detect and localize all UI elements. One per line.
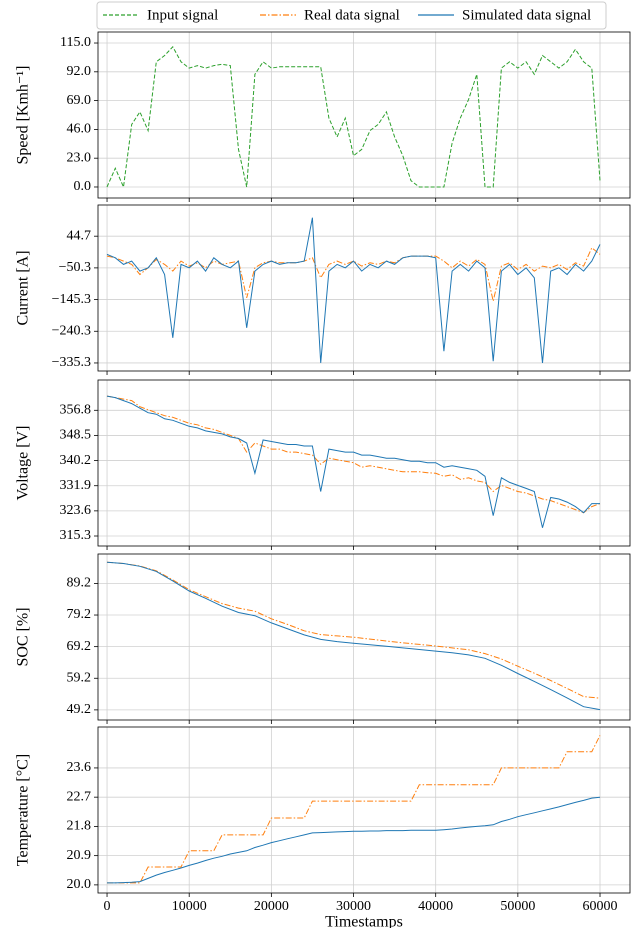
- y-tick-label: 23.6: [67, 760, 92, 775]
- x-tick-label: 30000: [336, 899, 371, 914]
- axes-frame: [97, 726, 631, 894]
- y-tick-label: 20.0: [67, 877, 92, 892]
- legend-label: Simulated data signal: [462, 7, 591, 23]
- y-tick-label: −50.3: [59, 260, 91, 275]
- y-axis-label: Current [A]: [15, 250, 32, 325]
- y-tick-label: 22.7: [67, 789, 92, 804]
- y-tick-label: 331.9: [60, 478, 92, 493]
- y-tick-label: 46.0: [67, 122, 92, 137]
- series-line: [107, 735, 601, 884]
- y-tick-label: 69.2: [67, 639, 92, 654]
- y-tick-label: −335.3: [52, 355, 91, 370]
- y-tick-label: 49.2: [67, 702, 92, 717]
- series-line: [106, 45, 601, 189]
- y-tick-label: 89.2: [67, 576, 92, 591]
- series-line: [106, 561, 601, 699]
- y-axis-label: Temperature [°C]: [15, 754, 32, 866]
- legend-label: Input signal: [147, 7, 218, 23]
- series-line: [106, 395, 600, 528]
- series-line: [106, 247, 601, 302]
- axes-frame: [97, 31, 631, 199]
- x-tick-label: 40000: [418, 899, 453, 914]
- y-tick-label: 69.0: [67, 93, 92, 108]
- y-tick-label: 356.8: [60, 403, 92, 418]
- axes-frame: [97, 553, 631, 721]
- y-tick-label: 348.5: [60, 428, 92, 443]
- y-tick-label: 23.0: [67, 150, 92, 165]
- series-line: [106, 217, 601, 363]
- y-tick-label: 20.9: [67, 848, 92, 863]
- y-tick-label: 115.0: [60, 35, 91, 50]
- y-tick-label: 59.2: [67, 670, 92, 685]
- series-line: [106, 561, 601, 711]
- y-tick-label: 340.2: [60, 453, 92, 468]
- y-axis-label: Voltage [V]: [15, 426, 32, 501]
- legend-label: Real data signal: [304, 7, 400, 23]
- y-tick-label: 0.0: [74, 179, 92, 194]
- x-tick-label: 60000: [583, 899, 618, 914]
- axes-frame: [97, 379, 631, 547]
- y-tick-label: 79.2: [67, 607, 92, 622]
- x-tick-label: 0: [104, 899, 111, 914]
- x-tick-label: 10000: [172, 899, 207, 914]
- x-axis-label: Timestamps: [325, 914, 403, 928]
- y-tick-label: −240.3: [52, 323, 91, 338]
- y-tick-label: 323.6: [60, 503, 92, 518]
- y-tick-label: 315.3: [60, 528, 92, 543]
- series-line: [106, 395, 601, 514]
- y-axis-label: Speed [Kmh⁻¹]: [15, 66, 32, 165]
- y-tick-label: 44.7: [67, 228, 92, 243]
- y-tick-label: 92.0: [67, 64, 92, 79]
- axes-frame: [97, 204, 631, 372]
- y-axis-label: SOC [%]: [15, 607, 32, 666]
- y-tick-label: −145.3: [52, 292, 91, 307]
- series-line: [107, 796, 601, 884]
- y-tick-label: 21.8: [67, 819, 92, 834]
- x-tick-label: 20000: [254, 899, 289, 914]
- legend-box: [96, 1, 607, 30]
- x-tick-label: 50000: [500, 899, 535, 914]
